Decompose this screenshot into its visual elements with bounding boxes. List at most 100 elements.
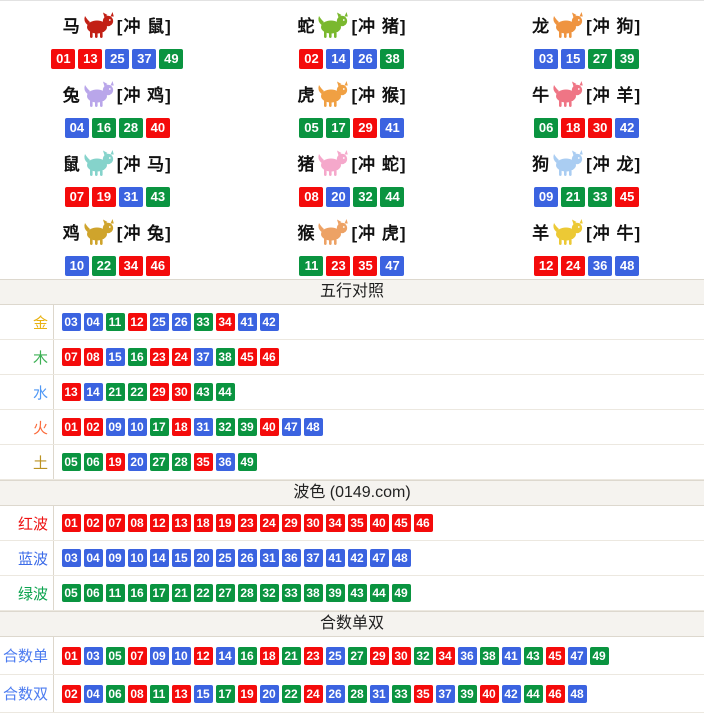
number-ball: 30 (391, 646, 411, 665)
number-ball: 14 (83, 383, 103, 401)
zodiac-cell: 鼠 [冲 马] 07 19 31 43 (0, 141, 235, 210)
number-ball: 44 (369, 584, 389, 602)
number-ball: 11 (105, 584, 125, 602)
number-ball: 21 (281, 646, 301, 665)
zodiac-cell: 兔 [冲 鸡] 04 16 28 40 (0, 72, 235, 141)
number-ball: 12 (193, 646, 213, 665)
number-ball: 06 (83, 584, 103, 602)
number-ball: 31 (369, 684, 389, 703)
goat-icon (551, 218, 585, 246)
number-ball: 36 (281, 549, 301, 567)
zodiac-ball-row: 11 23 35 47 (298, 253, 406, 279)
section-row: 红波 01 02 07 08 12 13 18 19 23 24 29 30 34 35 40 45 46 (0, 506, 704, 541)
zodiac-cell: 龙 [冲 狗] 03 15 27 39 (469, 3, 704, 72)
number-ball: 41 (237, 313, 257, 331)
number-ball: 26 (237, 549, 257, 567)
row-ball-list: 13 14 21 22 29 30 43 44 (54, 375, 236, 409)
number-ball: 07 (61, 348, 81, 366)
number-ball: 01 (61, 418, 81, 436)
number-ball: 24 (259, 514, 279, 532)
number-ball: 32 (259, 584, 279, 602)
number-ball: 09 (105, 549, 125, 567)
section-row: 水 13 14 21 22 29 30 43 44 (0, 375, 704, 410)
number-ball: 27 (149, 453, 169, 471)
number-ball: 21 (105, 383, 125, 401)
row-label: 合数单 (0, 637, 54, 674)
number-ball: 42 (501, 684, 521, 703)
number-ball: 31 (259, 549, 279, 567)
number-ball: 21 (561, 186, 586, 207)
zodiac-clash-label: [冲 虎] (351, 224, 407, 243)
row-label: 水 (0, 375, 54, 409)
number-ball: 49 (237, 453, 257, 471)
number-ball: 02 (83, 514, 103, 532)
number-ball: 34 (118, 255, 143, 276)
zodiac-animal-name: 鼠 (62, 155, 81, 174)
zodiac-clash-label: [冲 猪] (351, 17, 407, 36)
number-ball: 11 (149, 684, 169, 703)
number-ball: 06 (534, 117, 559, 138)
horse-icon (82, 11, 116, 39)
number-ball: 11 (299, 255, 324, 276)
number-ball: 08 (127, 684, 147, 703)
number-ball: 06 (105, 684, 125, 703)
section-row: 木 07 08 15 16 23 24 37 38 45 46 (0, 340, 704, 375)
number-ball: 29 (369, 646, 389, 665)
number-ball: 47 (567, 646, 587, 665)
number-ball: 38 (215, 348, 235, 366)
number-ball: 31 (118, 186, 143, 207)
number-ball: 44 (523, 684, 543, 703)
number-ball: 39 (237, 418, 257, 436)
number-ball: 37 (435, 684, 455, 703)
number-ball: 09 (534, 186, 559, 207)
number-ball: 18 (193, 514, 213, 532)
section-five-elements: 五行对照 金 03 04 11 12 25 26 33 34 41 42 木 07 08 15 16 23 24 3… (0, 279, 704, 480)
zodiac-title: 牛 [冲 羊] (532, 73, 641, 115)
number-ball: 39 (325, 584, 345, 602)
number-ball: 16 (127, 584, 147, 602)
zodiac-ball-row: 06 18 30 42 (533, 115, 641, 141)
number-ball: 28 (118, 117, 143, 138)
number-ball: 28 (347, 684, 367, 703)
number-ball: 19 (105, 453, 125, 471)
section-row: 合数双 02 04 06 08 11 13 15 17 19 20 22 24 26 28 31 33 35 37 3… (0, 675, 704, 713)
row-ball-list: 02 04 06 08 11 13 15 17 19 20 22 24 26 28 31 33 35 37 39 40… (54, 675, 588, 712)
number-ball: 20 (326, 186, 351, 207)
zodiac-ball-row: 07 19 31 43 (63, 184, 171, 210)
pig-icon (316, 149, 350, 177)
number-ball: 19 (215, 514, 235, 532)
number-ball: 03 (61, 549, 81, 567)
number-ball: 12 (149, 514, 169, 532)
number-ball: 46 (413, 514, 433, 532)
zodiac-cell: 虎 [冲 猴] 05 17 29 41 (235, 72, 470, 141)
number-ball: 07 (127, 646, 147, 665)
section-row: 土 05 06 19 20 27 28 35 36 49 (0, 445, 704, 480)
number-ball: 25 (149, 313, 169, 331)
row-ball-list: 01 02 07 08 12 13 18 19 23 24 29 30 34 35 40 45 46 (54, 506, 434, 540)
zodiac-title: 兔 [冲 鸡] (63, 73, 172, 115)
number-ball: 05 (105, 646, 125, 665)
zodiac-ball-row: 03 15 27 39 (533, 46, 641, 72)
number-ball: 49 (589, 646, 609, 665)
number-ball: 33 (193, 313, 213, 331)
zodiac-animal-name: 猴 (297, 224, 316, 243)
number-ball: 40 (369, 514, 389, 532)
zodiac-ball-row: 05 17 29 41 (298, 115, 406, 141)
number-ball: 26 (353, 48, 378, 69)
zodiac-ball-row: 08 20 32 44 (298, 184, 406, 210)
zodiac-title: 鼠 [冲 马] (63, 142, 172, 184)
row-ball-list: 01 03 05 07 09 10 12 14 16 18 21 23 25 27 29 30 32 34 36 38… (54, 637, 610, 674)
number-ball: 16 (91, 117, 116, 138)
number-ball: 23 (237, 514, 257, 532)
number-ball: 12 (534, 255, 559, 276)
number-ball: 25 (325, 646, 345, 665)
five-elements-rows: 金 03 04 11 12 25 26 33 34 41 42 木 07 08 15 16 23 24 37 38 45… (0, 305, 704, 480)
snake-icon (316, 11, 350, 39)
number-ball: 06 (83, 453, 103, 471)
zodiac-clash-label: [冲 蛇] (351, 155, 407, 174)
number-ball: 32 (215, 418, 235, 436)
zodiac-title: 狗 [冲 龙] (532, 142, 641, 184)
number-ball: 09 (105, 418, 125, 436)
dog-icon (551, 149, 585, 177)
number-ball: 35 (413, 684, 433, 703)
